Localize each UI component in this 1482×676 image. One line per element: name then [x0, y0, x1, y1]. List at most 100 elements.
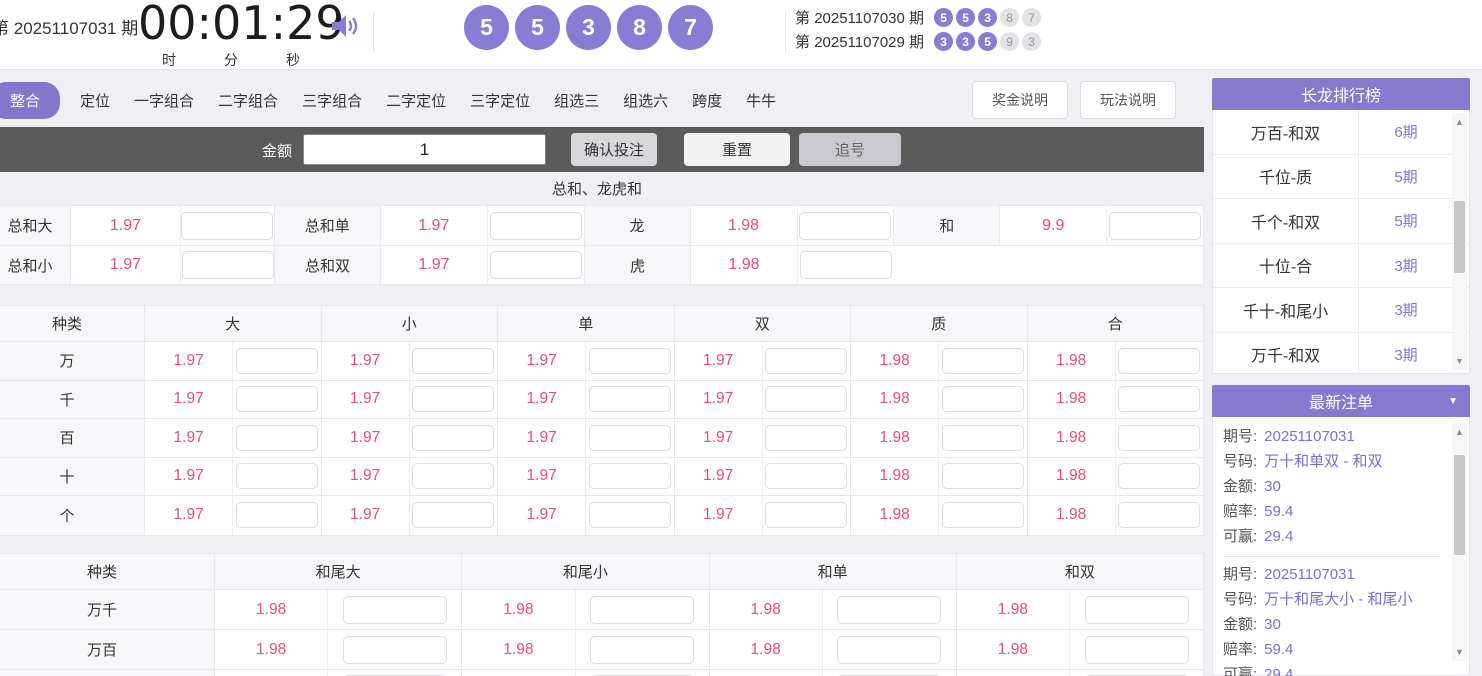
bet-amount-input[interactable]	[1109, 211, 1202, 240]
bet-amount-input[interactable]	[590, 595, 694, 624]
bet-amount-input[interactable]	[235, 502, 318, 529]
bet-amount-input[interactable]	[941, 386, 1024, 413]
tab-zhenghe[interactable]: 整合	[0, 81, 61, 119]
bet-amount-input[interactable]	[765, 424, 848, 451]
bet-amount-input[interactable]	[765, 347, 848, 374]
bet-amount-input[interactable]	[765, 502, 848, 529]
bet-amount-input[interactable]	[588, 463, 671, 490]
tab-sanzi-zuhe[interactable]: 三字组合	[302, 92, 363, 110]
latest-orders-panel: 最新注单 ▼ 期号: 20251107031 号码: 万十和单双 - 和双 金额: 3…	[1212, 385, 1470, 676]
chevron-down-icon[interactable]: ▼	[1448, 396, 1458, 407]
timer-label-second: 秒	[286, 52, 300, 68]
tab-erzi-dingwei[interactable]: 二字定位	[386, 92, 447, 110]
reset-button[interactable]: 重置	[684, 133, 790, 166]
bet-amount-input[interactable]	[181, 211, 274, 240]
tab-zuxuan-san[interactable]: 组选三	[554, 92, 600, 110]
amount-input[interactable]	[303, 134, 546, 165]
bet-amount-input[interactable]	[412, 502, 495, 529]
bet-amount-input[interactable]	[412, 424, 495, 451]
bet-amount-input[interactable]	[235, 347, 318, 374]
confirm-bet-button[interactable]: 确认投注	[571, 133, 657, 166]
odds-value: 1.97	[322, 419, 410, 457]
row-label: 百	[0, 419, 145, 457]
odds-value: 1.98	[851, 496, 940, 535]
column-header: 合	[1107, 316, 1123, 333]
tab-dingwei[interactable]: 定位	[80, 92, 111, 110]
bet-amount-input[interactable]	[590, 635, 694, 664]
scrollbar[interactable]: ▲ ▼	[1452, 113, 1467, 370]
history-period-text: 第 20251107030 期	[795, 10, 925, 27]
bet-amount-input[interactable]	[1118, 502, 1201, 529]
scroll-up-icon[interactable]: ▲	[1455, 117, 1464, 127]
tab-sanzi-dingwei[interactable]: 三字定位	[470, 92, 531, 110]
scroll-down-icon[interactable]: ▼	[1455, 647, 1464, 657]
rules-info-button[interactable]: 玩法说明	[1080, 81, 1176, 119]
bet-amount-input[interactable]	[1118, 386, 1201, 413]
bet-amount-input[interactable]	[342, 595, 447, 624]
tab-kuadu[interactable]: 跨度	[692, 92, 723, 110]
bet-amount-input[interactable]	[765, 386, 848, 413]
bet-amount-input[interactable]	[235, 386, 318, 413]
odds-value	[957, 670, 1071, 676]
table-row: 百 1.97 1.97 1.97 1.97 1.98 1.98	[0, 419, 1203, 458]
bet-amount-input[interactable]	[941, 502, 1024, 529]
bet-amount-input[interactable]	[1118, 463, 1201, 490]
bet-amount-input[interactable]	[799, 211, 892, 240]
bet-amount-input[interactable]	[489, 211, 582, 240]
bet-amount-input[interactable]	[837, 595, 942, 624]
bet-amount-input[interactable]	[588, 347, 671, 374]
bet-amount-input[interactable]	[800, 251, 892, 279]
bet-amount-input[interactable]	[588, 424, 671, 451]
bet-amount-input[interactable]	[412, 386, 495, 413]
bet-amount-input[interactable]	[1118, 347, 1201, 374]
scroll-up-icon[interactable]: ▲	[1455, 427, 1464, 437]
odds-value: 1.98	[462, 590, 576, 629]
column-header: 种类	[0, 306, 145, 341]
bet-input-cell	[586, 419, 673, 457]
order-win: 29.4	[1264, 666, 1294, 676]
bet-type-label: 和	[893, 206, 1001, 245]
odds-value: 1.97	[675, 419, 763, 457]
history-ball: 3	[956, 32, 976, 51]
bet-amount-input[interactable]	[1084, 595, 1189, 624]
orders-panel-title[interactable]: 最新注单 ▼	[1212, 385, 1470, 417]
tab-niuniu[interactable]: 牛牛	[746, 92, 777, 110]
odds-value: 1.97	[498, 380, 587, 418]
bet-amount-input[interactable]	[941, 463, 1024, 490]
history-results: 第 20251107030 期 5 5 3 8 7 第 20251107029 …	[795, 7, 1042, 55]
speaker-icon[interactable]	[330, 12, 360, 40]
bet-amount-input[interactable]	[765, 463, 848, 490]
bet-amount-input[interactable]	[941, 347, 1024, 374]
scrollbar-thumb[interactable]	[1454, 455, 1465, 555]
history-ball: 3	[978, 8, 998, 27]
chase-number-button[interactable]: 追号	[799, 133, 901, 166]
bet-amount-input[interactable]	[412, 463, 495, 490]
scroll-down-icon[interactable]: ▼	[1455, 356, 1464, 366]
dragon-panel-title: 长龙排行榜	[1212, 78, 1470, 110]
bet-amount-input[interactable]	[1118, 424, 1201, 451]
bet-amount-input[interactable]	[412, 347, 495, 374]
table-row: 千 1.97 1.97 1.97 1.97 1.98 1.98	[0, 380, 1203, 419]
history-row: 第 20251107030 期 5 5 3 8 7	[795, 7, 1042, 28]
bet-amount-input[interactable]	[588, 386, 671, 413]
bet-amount-input[interactable]	[235, 463, 318, 490]
bet-amount-input[interactable]	[1084, 635, 1189, 664]
bet-amount-input[interactable]	[235, 424, 318, 451]
bet-input-cell	[586, 342, 673, 380]
tab-yizi-zuhe[interactable]: 一字组合	[134, 92, 195, 110]
prize-info-button[interactable]: 奖金说明	[972, 81, 1068, 119]
bet-amount-input[interactable]	[181, 251, 274, 279]
bet-amount-input[interactable]	[941, 424, 1024, 451]
tab-zuxuan-liu[interactable]: 组选六	[623, 92, 669, 110]
row-label	[0, 670, 215, 676]
bet-amount-input[interactable]	[588, 502, 671, 529]
tab-erzi-zuhe[interactable]: 二字组合	[218, 92, 279, 110]
bet-amount-input[interactable]	[490, 251, 582, 279]
dragon-row: 万百-和双 6期	[1213, 110, 1469, 155]
scrollbar-thumb[interactable]	[1454, 201, 1465, 273]
odds-value: 1.97	[322, 457, 410, 495]
bet-amount-input[interactable]	[342, 635, 447, 664]
bet-amount-input[interactable]	[837, 635, 942, 664]
scrollbar[interactable]: ▲ ▼	[1452, 423, 1467, 661]
amount-label: 金额	[262, 143, 293, 160]
